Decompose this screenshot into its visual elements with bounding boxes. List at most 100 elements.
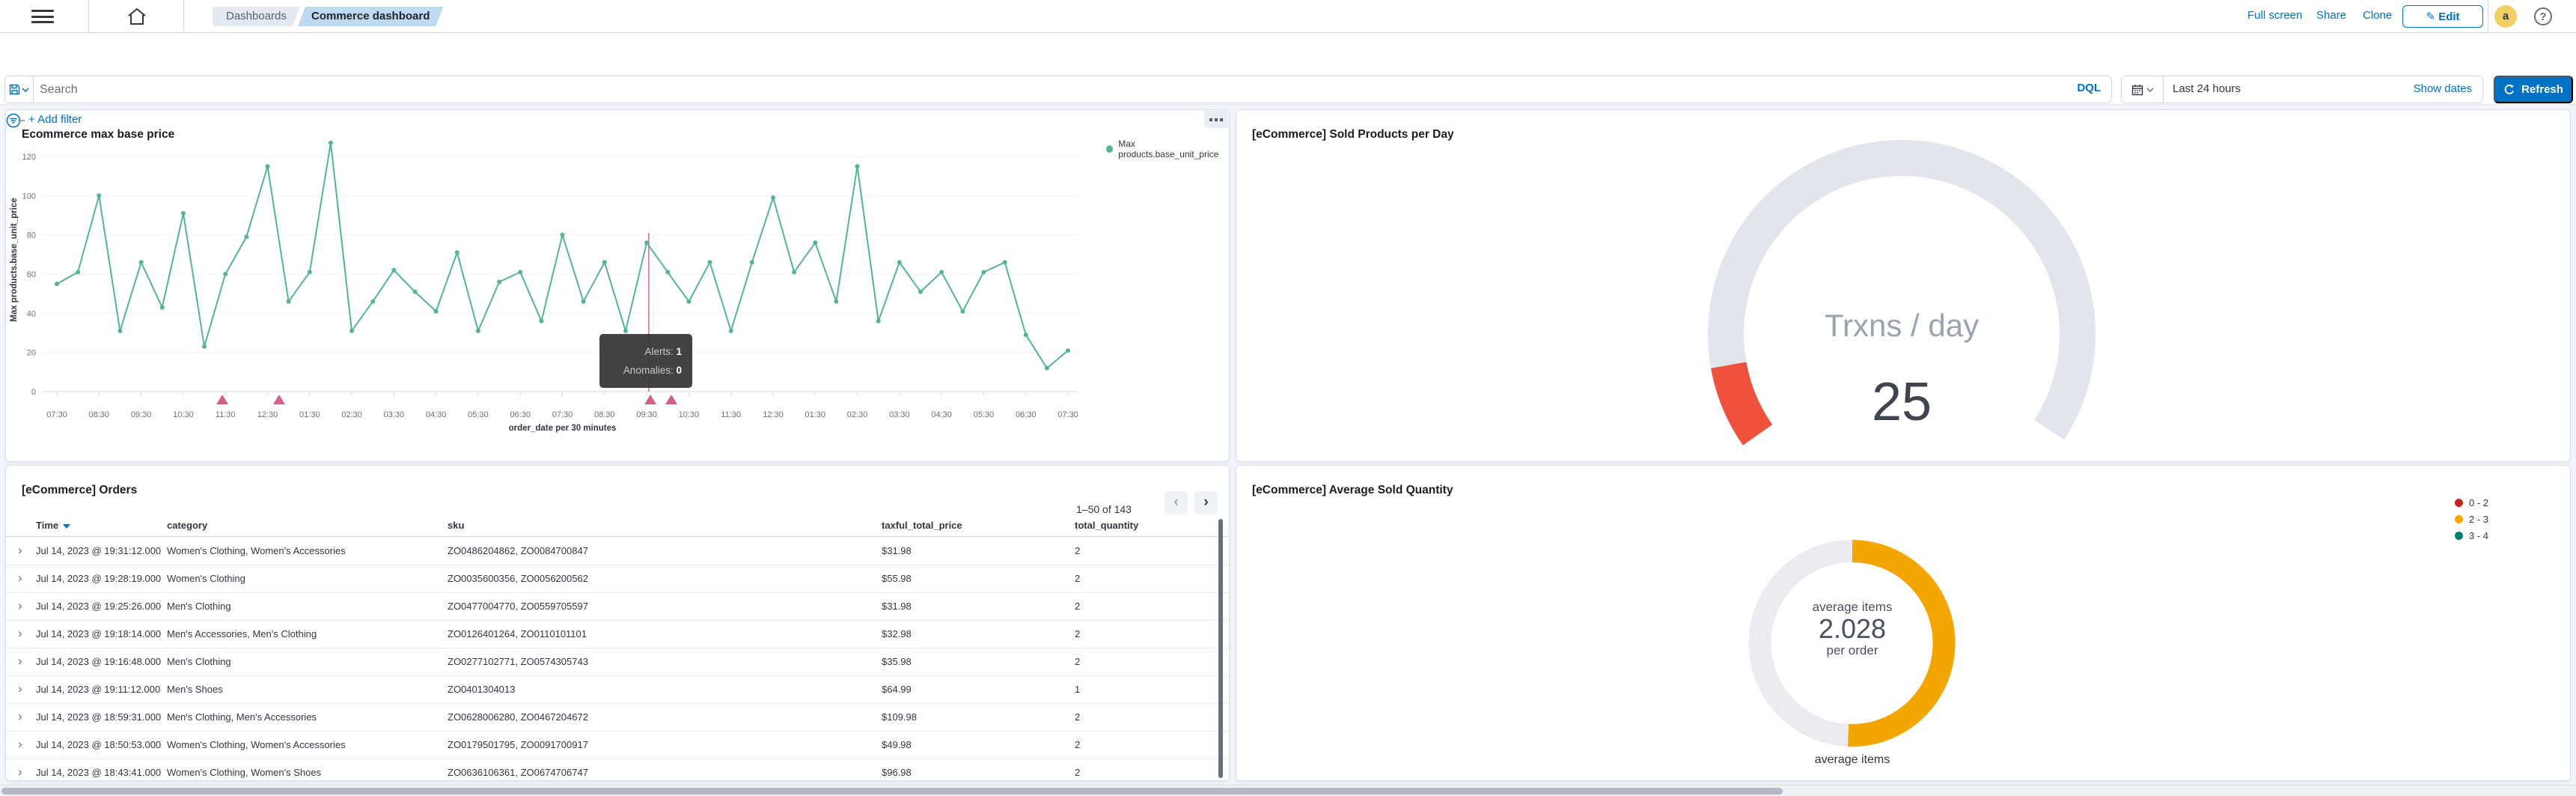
legend-item[interactable]: 2 - 3 [2455, 511, 2488, 527]
breadcrumb-dashboards[interactable]: Dashboards [213, 7, 300, 26]
saved-query-menu-button[interactable] [5, 76, 34, 103]
svg-text:11:30: 11:30 [216, 410, 236, 419]
cell-sku: ZO0477004770, ZO0559705597 [448, 601, 588, 612]
cell-taxful_total_price: $64.99 [882, 684, 912, 695]
help-icon[interactable]: ? [2534, 7, 2552, 25]
cell-total_quantity: 2 [1075, 767, 1081, 778]
cell-sku: ZO0277102771, ZO0574305743 [448, 656, 588, 667]
donut-chart[interactable] [1236, 466, 2571, 781]
gauge-chart[interactable] [1236, 110, 2571, 462]
expand-row-icon[interactable]: › [18, 765, 22, 779]
column-header-taxful-total-price[interactable]: taxful_total_price [882, 520, 962, 531]
divider [88, 0, 89, 33]
show-dates-link[interactable]: Show dates [2413, 82, 2472, 95]
search-input[interactable] [38, 76, 2044, 103]
column-header-category[interactable]: category [167, 520, 208, 531]
share-link[interactable]: Share [2316, 9, 2347, 22]
panel-options-icon[interactable] [1204, 111, 1228, 128]
cell-total_quantity: 2 [1075, 739, 1081, 750]
cell-category: Women's Clothing, Women's Accessories [167, 545, 346, 556]
refresh-icon [2504, 84, 2515, 94]
column-header-time[interactable]: Time [36, 520, 71, 531]
legend-item[interactable]: 0 - 2 [2455, 494, 2488, 511]
svg-text:12:30: 12:30 [763, 410, 784, 419]
horizontal-scrollbar[interactable] [0, 785, 2576, 796]
query-bar-area: DQL Last 24 hours Show dates Refresh + A… [0, 33, 2576, 128]
svg-text:order_date per 30 minutes: order_date per 30 minutes [509, 424, 617, 433]
avatar[interactable]: a [2494, 5, 2517, 28]
cell-taxful_total_price: $31.98 [882, 601, 912, 612]
column-header-sku[interactable]: sku [448, 520, 465, 531]
expand-row-icon[interactable]: › [18, 737, 22, 751]
calendar-menu-button[interactable] [2122, 76, 2164, 103]
menu-icon[interactable] [31, 10, 54, 23]
expand-row-icon[interactable]: › [18, 598, 22, 613]
svg-text:12:30: 12:30 [257, 410, 278, 419]
cell-sku: ZO0179501795, ZO0091700917 [448, 739, 588, 750]
date-picker: Last 24 hours Show dates [2121, 76, 2483, 103]
table-row: › Jul 14, 2023 @ 18:43:41.000 Women's Clot… [6, 759, 1229, 780]
cell-time: Jul 14, 2023 @ 19:16:48.000 [36, 656, 162, 667]
legend-item[interactable]: 3 - 4 [2455, 527, 2488, 544]
gauge-value: 25 [1871, 372, 1932, 432]
panel-average-sold-quantity: [eCommerce] Average Sold Quantity averag… [1236, 465, 2571, 781]
cell-category: Men's Clothing [167, 656, 231, 667]
table-row: › Jul 14, 2023 @ 18:59:31.000 Men's Clothi… [6, 704, 1229, 732]
svg-text:02:30: 02:30 [341, 410, 362, 419]
expand-row-icon[interactable]: › [18, 709, 22, 723]
expand-row-icon[interactable]: › [18, 571, 22, 585]
svg-text:03:30: 03:30 [889, 410, 910, 419]
cell-time: Jul 14, 2023 @ 18:43:41.000 [36, 767, 162, 778]
svg-text:20: 20 [27, 349, 36, 358]
svg-text:09:30: 09:30 [636, 410, 657, 419]
cell-total_quantity: 2 [1075, 628, 1081, 639]
legend-dot [2455, 514, 2463, 523]
cell-category: Men's Accessories, Men's Clothing [167, 628, 317, 639]
panel-title: [eCommerce] Orders [22, 483, 138, 496]
donut-center-text: average items 2.028 per order [1812, 600, 1893, 657]
svg-text:08:30: 08:30 [594, 410, 615, 419]
table-scrollbar[interactable] [1218, 519, 1223, 778]
line-chart[interactable]: 0 20 40 60 80 100 120 07:30 08:30 09:30 10:30 11:30… [6, 110, 1230, 462]
panel-title: Ecommerce max base price [22, 127, 175, 141]
edit-button[interactable]: ✎ Edit [2402, 5, 2483, 28]
cell-total_quantity: 2 [1075, 711, 1081, 723]
table-body: › Jul 14, 2023 @ 19:31:12.000 Women's Clot… [6, 538, 1229, 780]
expand-row-icon[interactable]: › [18, 626, 22, 640]
refresh-button[interactable]: Refresh [2494, 76, 2573, 103]
cell-taxful_total_price: $109.98 [882, 711, 917, 723]
legend-label: Max products.base_unit_price [1118, 139, 1219, 159]
column-header-total-quantity[interactable]: total_quantity [1075, 520, 1139, 531]
cell-sku: ZO0486204862, ZO0084700847 [448, 545, 588, 556]
cell-taxful_total_price: $31.98 [882, 545, 912, 556]
clone-link[interactable]: Clone [2363, 9, 2393, 22]
time-range-value[interactable]: Last 24 hours [2173, 82, 2241, 95]
next-page-icon[interactable]: › [1194, 491, 1218, 514]
cell-sku: ZO0035600356, ZO0056200562 [448, 573, 588, 584]
cell-time: Jul 14, 2023 @ 19:31:12.000 [36, 545, 162, 556]
scrollbar-thumb[interactable] [1, 788, 1783, 795]
legend-item[interactable]: Max products.base_unit_price [1106, 139, 1229, 159]
expand-row-icon[interactable]: › [18, 681, 22, 696]
expand-row-icon[interactable]: › [18, 654, 22, 668]
svg-text:04:30: 04:30 [931, 410, 952, 419]
full-screen-link[interactable]: Full screen [2247, 9, 2303, 22]
svg-text:100: 100 [22, 192, 36, 201]
add-filter-link[interactable]: + Add filter [28, 113, 82, 126]
cell-time: Jul 14, 2023 @ 19:28:19.000 [36, 573, 162, 584]
cell-taxful_total_price: $49.98 [882, 739, 912, 750]
previous-page-icon[interactable]: ‹ [1165, 491, 1188, 514]
pencil-icon: ✎ [2426, 10, 2439, 23]
cell-sku: ZO0401304013 [448, 684, 516, 695]
cell-time: Jul 14, 2023 @ 19:18:14.000 [36, 628, 162, 639]
panel-orders: [eCommerce] Orders 1–50 of 143 ‹ › Time … [5, 465, 1230, 781]
home-icon[interactable] [126, 7, 148, 26]
cell-total_quantity: 2 [1075, 656, 1081, 667]
chevron-down-icon [22, 87, 29, 92]
cell-sku: ZO0126401264, ZO0110101101 [448, 628, 587, 639]
expand-row-icon[interactable]: › [18, 543, 22, 557]
dql-language-button[interactable]: DQL [2077, 82, 2101, 94]
cell-total_quantity: 2 [1075, 573, 1081, 584]
svg-text:120: 120 [22, 153, 36, 162]
search-bar: DQL [4, 76, 2112, 103]
